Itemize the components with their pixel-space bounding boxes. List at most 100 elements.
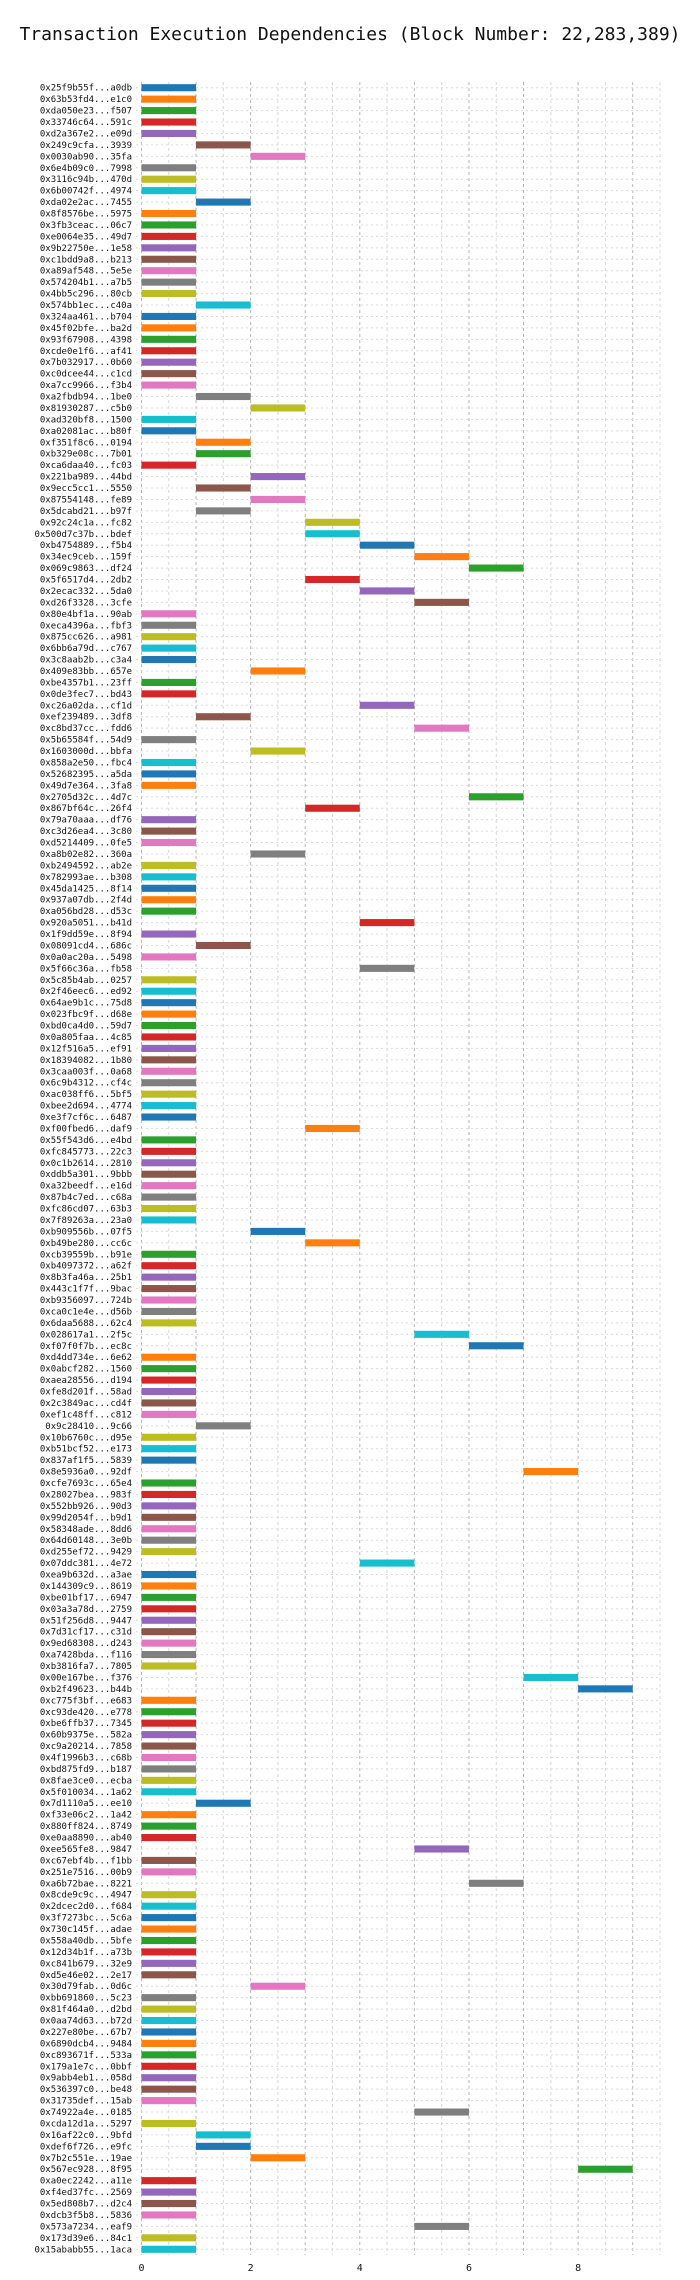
transaction-bar [141,1914,197,1922]
transaction-bar [141,2051,197,2059]
y-tick-label: 0xad320bf8...1500 [40,415,132,425]
transaction-bar [305,1239,360,1247]
y-tick-label: 0x81f464a0...d2bd [40,2005,132,2015]
transaction-bar [141,1616,197,1624]
transaction-bar [141,415,197,423]
y-tick-label: 0xbd875fd9...b187 [40,1765,132,1775]
transaction-bar [141,1285,197,1293]
y-tick-label: 0xd26f3328...3cfe [40,598,132,608]
y-tick-label: 0xb49be280...cc6c [40,1239,132,1249]
chart-title: Transaction Execution Dependencies (Bloc… [19,24,680,45]
y-tick-label: 0xc1bdd9a8...b213 [40,255,132,265]
transaction-bar [141,267,197,275]
transaction-bar [414,2222,469,2230]
transaction-bar [141,1502,197,1510]
transaction-bar [359,701,415,709]
transaction-bar [359,541,415,549]
transaction-bar [196,301,251,309]
transaction-bar [359,587,415,595]
transaction-bar [141,95,197,103]
transaction-bar [141,1147,197,1155]
transaction-bar [141,84,197,92]
transaction-bar [141,1010,197,1018]
y-tick-label: 0x8fae3ce0...ecba [40,1776,132,1786]
transaction-bar [305,1124,360,1133]
y-tick-label: 0x55f543d6...e4bd [40,1136,132,1146]
transaction-bar [141,2085,197,2093]
transaction-bar [141,2062,197,2070]
transaction-bar [250,747,306,755]
y-tick-label: 0x63b53fd4...e1c0 [40,95,132,105]
x-tick-label: 6 [466,2263,472,2274]
y-tick-label: 0xe0064e35...49d7 [40,232,132,242]
y-tick-label: 0xfc845773...22c3 [40,1147,132,1157]
transaction-bar [141,1788,197,1796]
transaction-bar [141,896,197,904]
y-tick-label: 0x251e7516...00b9 [40,1868,132,1878]
transaction-bar [250,850,306,858]
y-tick-label: 0xa056bd28...d53c [40,907,132,917]
y-tick-label: 0x87554148...fe89 [40,495,132,505]
y-tick-label: 0x9ed68308...d243 [40,1639,132,1649]
transaction-bar [414,553,469,561]
transaction-bar [141,621,197,629]
y-tick-label: 0x028617a1...2f5c [40,1330,132,1340]
transaction-bar [141,1605,197,1613]
transaction-bar [141,232,197,240]
y-tick-label: 0xca6daa40...fc03 [40,461,132,471]
transaction-bar [141,1090,197,1098]
y-tick-label: 0xb9356097...724b [40,1296,132,1306]
y-tick-label: 0x93f67908...4398 [40,335,132,345]
y-tick-label: 0x730c145f...adae [40,1925,132,1935]
transaction-bar [141,2234,197,2242]
y-tick-label: 0xef1c48ff...c812 [40,1410,132,1420]
transaction-bar [141,1593,197,1601]
y-tick-label: 0x5f66c36a...fb58 [40,964,132,974]
transaction-bar [196,392,251,401]
y-tick-label: 0xa32beedf...e16d [40,1182,132,1192]
transaction-bar [141,118,197,126]
y-tick-label: 0xb329e08c...7b01 [40,450,132,460]
transaction-bar [141,907,197,915]
transaction-bar [196,438,251,446]
y-tick-label: 0x880ff824...8749 [40,1822,132,1832]
transaction-bar [414,2108,469,2116]
y-tick-label: 0xd4dd734e...6e62 [40,1353,132,1363]
y-tick-label: 0x6b00742f...4974 [40,187,132,197]
y-tick-label: 0x9c28410...9c66 [45,1422,132,1432]
x-tick-label: 8 [575,2263,581,2274]
transaction-bar [196,141,251,149]
y-tick-label: 0xfe8d201f...58ad [40,1388,132,1398]
y-tick-label: 0x2ecac332...5da0 [40,587,132,597]
y-tick-label: 0xf00fbed6...daf9 [40,1124,132,1134]
transaction-bar [414,598,469,606]
transaction-bar [141,1891,197,1899]
y-tick-label: 0xac038ff6...5bf5 [40,1090,132,1100]
transaction-bar [141,1136,197,1144]
y-tick-label: 0xdef6f726...e9fc [40,2142,132,2152]
transaction-bar [250,1227,306,1235]
y-tick-label: 0x3fb3ceac...06c7 [40,221,132,231]
y-tick-label: 0xa2fbdb94...1be0 [40,393,132,403]
transaction-bar [141,1044,197,1052]
transaction-bar [468,793,524,801]
transaction-bar [196,450,251,458]
y-tick-label: 0x6890dcb4...9484 [40,2039,132,2049]
transaction-bar [141,1651,197,1659]
transaction-bar [141,1868,197,1876]
y-tick-label: 0x45f02bfe...ba2d [40,324,132,334]
y-tick-label: 0xbee2d694...4774 [40,1102,132,1112]
y-tick-label: 0x567ec928...8f95 [40,2165,132,2175]
y-tick-label: 0x0a805faa...4c85 [40,1033,132,1043]
transaction-bar [250,152,306,160]
transaction-bar [141,1628,197,1636]
y-tick-label: 0xf351f8c6...0194 [40,438,132,448]
y-tick-label: 0xc775f3bf...e683 [40,1696,132,1706]
x-tick-label: 2 [248,2263,254,2274]
transaction-bar [250,2154,306,2162]
transaction-bar [141,1971,197,1979]
y-tick-label: 0xee565fe8...9847 [40,1845,132,1855]
transaction-bar [141,1113,197,1121]
y-tick-label: 0xf33e06c2...1a42 [40,1811,132,1821]
